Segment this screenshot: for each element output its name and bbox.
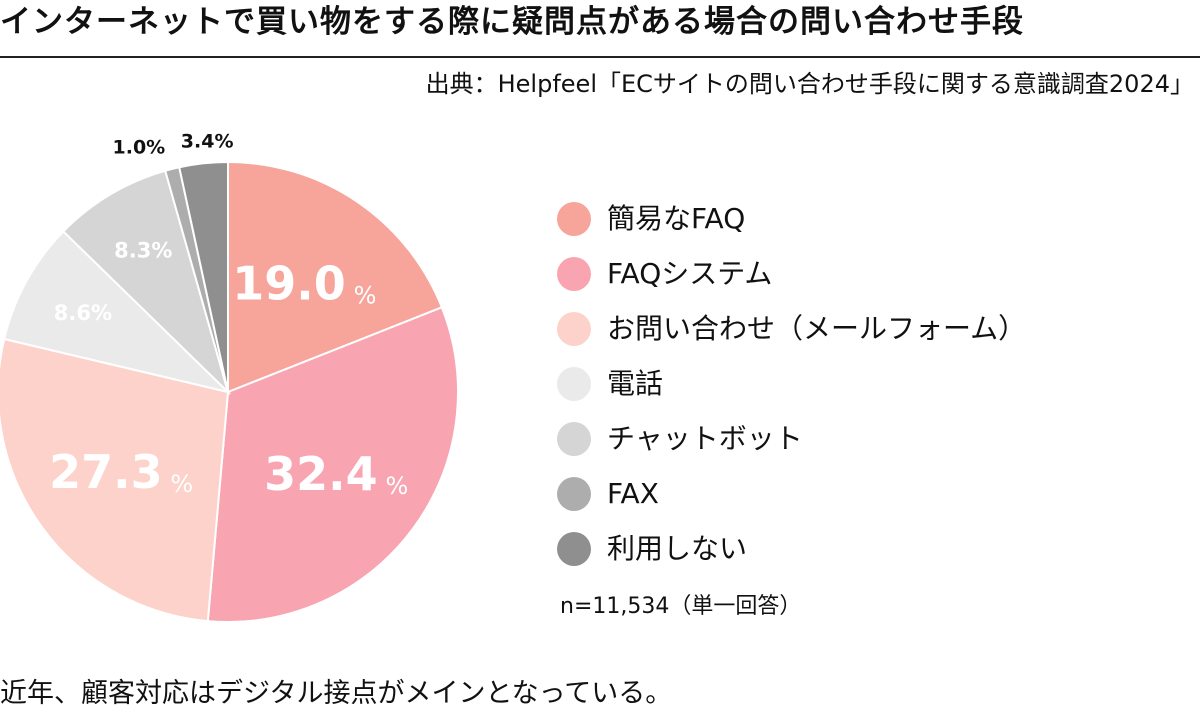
legend-item-faq-system: FAQシステム: [557, 246, 1026, 301]
legend-swatch: [557, 311, 591, 346]
slice-value-label: 3.4%: [181, 130, 234, 152]
pie-slice: [206, 306, 459, 623]
legend-label: お問い合わせ（メールフォーム）: [607, 311, 1027, 345]
legend-label: 利用しない: [607, 531, 748, 565]
slice-unit-label: %: [354, 282, 377, 310]
pie-slice: [2, 230, 232, 394]
legend-label: 電話: [607, 366, 664, 400]
sample-size-note: n=11,534（単一回答）: [560, 594, 802, 619]
legend-swatch: [557, 256, 591, 291]
slice-value-label: 8.6%: [54, 301, 112, 325]
slice-unit-label: %: [170, 470, 193, 498]
legend-item-phone: 電話: [557, 356, 1026, 411]
legend-item-simple-faq: 簡易なFAQ: [557, 191, 1026, 246]
legend-swatch: [557, 421, 591, 456]
slice-value-label: 27.3: [49, 445, 163, 499]
slice-unit-label: %: [386, 472, 409, 500]
legend-label: 簡易なFAQ: [607, 201, 746, 235]
caption: 近年、顧客対応はデジタル接点がメインとなっている。: [0, 678, 673, 709]
legend-swatch: [557, 366, 591, 401]
legend: 簡易なFAQ FAQシステム お問い合わせ（メールフォーム） 電話 チャットボッ…: [557, 191, 1026, 576]
slice-value-label: 8.3%: [114, 239, 172, 263]
legend-swatch: [557, 201, 591, 236]
legend-label: FAQシステム: [607, 256, 773, 290]
legend-item-fax: FAX: [557, 466, 1026, 521]
legend-label: FAX: [607, 476, 659, 510]
pie-slice: [61, 169, 230, 396]
slice-value-label: 1.0%: [113, 137, 166, 159]
legend-item-chatbot: チャットボット: [557, 411, 1026, 466]
chart-title: インターネットで買い物をする際に疑問点がある場合の問い合わせ手段: [0, 4, 1024, 40]
title-divider: [0, 56, 1200, 58]
pie-slice: [227, 160, 444, 394]
pie-slice: [178, 160, 229, 393]
legend-label: チャットボット: [607, 421, 803, 455]
slice-value-label: 19.0: [232, 257, 346, 311]
slice-value-label: 32.4: [264, 447, 378, 501]
source-note: 出典：Helpfeel「ECサイトの問い合わせ手段に関する意識調査2024」: [425, 70, 1194, 98]
legend-swatch: [557, 476, 591, 511]
legend-swatch: [557, 531, 591, 566]
legend-item-not-used: 利用しない: [557, 521, 1026, 576]
pie-slice: [0, 337, 230, 623]
legend-item-mail-form: お問い合わせ（メールフォーム）: [557, 301, 1026, 356]
